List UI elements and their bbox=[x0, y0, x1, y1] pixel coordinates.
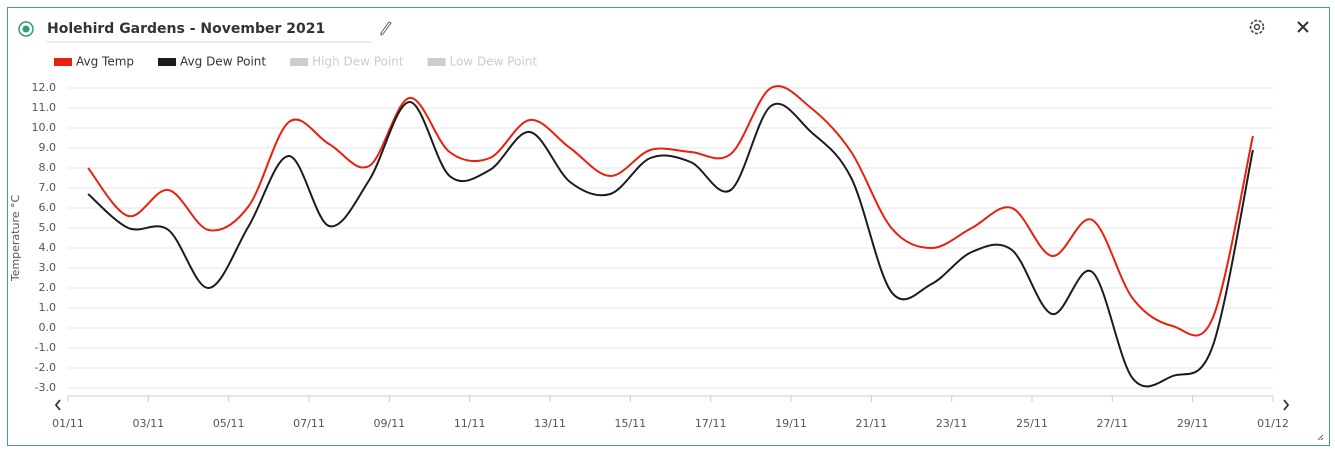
y-tick-label: 7.0 bbox=[39, 181, 57, 194]
status-ring bbox=[18, 21, 34, 37]
y-tick-label: 12.0 bbox=[32, 81, 57, 94]
y-tick-label: 8.0 bbox=[39, 161, 57, 174]
y-tick-label: 9.0 bbox=[39, 141, 57, 154]
y-tick-label: 3.0 bbox=[39, 261, 57, 274]
x-tick-label: 17/11 bbox=[695, 417, 727, 430]
legend-swatch bbox=[290, 58, 309, 66]
x-tick-label: 03/11 bbox=[132, 417, 164, 430]
series-line bbox=[87, 100, 1254, 388]
y-tick-label: 0.0 bbox=[39, 321, 57, 334]
x-tick-label: 13/11 bbox=[534, 417, 566, 430]
x-tick-label: 07/11 bbox=[293, 417, 325, 430]
y-tick-label: 11.0 bbox=[32, 101, 57, 114]
y-tick-label: 10.0 bbox=[32, 121, 57, 134]
x-tick-label: 25/11 bbox=[1016, 417, 1048, 430]
series-line bbox=[87, 85, 1254, 337]
legend-label[interactable]: Avg Dew Point bbox=[180, 55, 266, 69]
legend-label[interactable]: Low Dew Point bbox=[450, 55, 538, 69]
panel bbox=[7, 7, 1330, 446]
x-tick-label: 15/11 bbox=[614, 417, 646, 430]
x-tick-label: 01/11 bbox=[52, 417, 84, 430]
x-tick-label: 11/11 bbox=[454, 417, 486, 430]
y-tick-label: -3.0 bbox=[35, 381, 56, 394]
y-tick-label: 2.0 bbox=[39, 281, 57, 294]
status-dot bbox=[22, 25, 30, 33]
settings-icon[interactable] bbox=[1249, 19, 1265, 35]
edit-icon[interactable] bbox=[380, 21, 392, 36]
legend-swatch bbox=[158, 58, 177, 66]
chart-title: Holehird Gardens - November 2021 bbox=[47, 21, 325, 37]
legend-label[interactable]: Avg Temp bbox=[76, 55, 134, 69]
x-tick-label: 09/11 bbox=[373, 417, 405, 430]
resize-handle[interactable] bbox=[1317, 434, 1324, 441]
legend-label[interactable]: High Dew Point bbox=[312, 55, 404, 69]
legend-swatch bbox=[54, 58, 72, 66]
close-icon[interactable] bbox=[1297, 21, 1309, 33]
scroll-right[interactable] bbox=[1283, 399, 1290, 411]
y-tick-label: 4.0 bbox=[39, 241, 57, 254]
x-tick-label: 23/11 bbox=[936, 417, 968, 430]
x-tick-label: 29/11 bbox=[1177, 417, 1209, 430]
legend-swatch bbox=[427, 58, 446, 66]
y-tick-label: 6.0 bbox=[39, 201, 57, 214]
y-tick-label: -2.0 bbox=[35, 361, 56, 374]
scroll-left[interactable] bbox=[54, 399, 61, 411]
x-tick-label: 19/11 bbox=[775, 417, 807, 430]
y-tick-label: -1.0 bbox=[35, 341, 56, 354]
x-tick-label: 01/12 bbox=[1257, 417, 1289, 430]
y-axis-label: Temperature °C bbox=[9, 195, 22, 283]
x-tick-label: 27/11 bbox=[1096, 417, 1128, 430]
y-tick-label: 5.0 bbox=[39, 221, 57, 234]
x-tick-label: 05/11 bbox=[213, 417, 245, 430]
y-tick-label: 1.0 bbox=[39, 301, 57, 314]
x-tick-label: 21/11 bbox=[855, 417, 887, 430]
